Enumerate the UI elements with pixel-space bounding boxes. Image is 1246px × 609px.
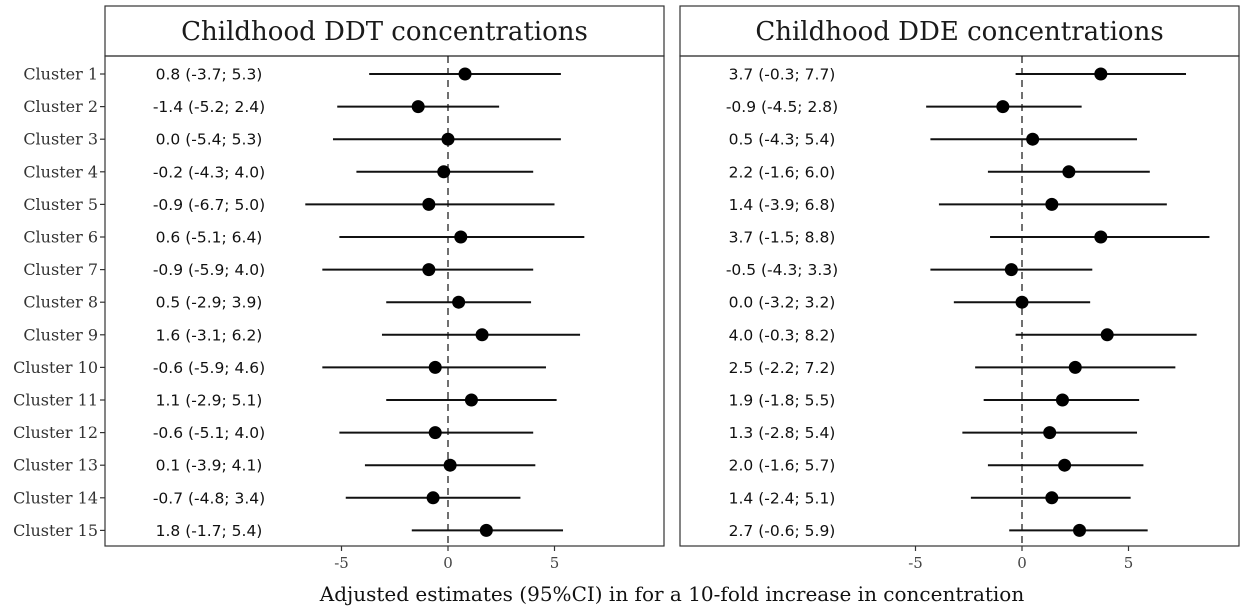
dde-estimate-label: 4.0 (-0.3; 8.2) (729, 326, 836, 344)
ddt-estimate-point (428, 426, 442, 440)
dde-estimate-point (1004, 263, 1018, 277)
dde-estimate-point (1094, 230, 1108, 244)
ddt-estimate-label: 0.1 (-3.9; 4.1) (156, 457, 263, 475)
dde-estimate-label: 2.7 (-0.6; 5.9) (729, 522, 836, 540)
ddt-x-tick-label: -5 (334, 554, 349, 572)
dde-estimate-point (1043, 426, 1057, 440)
cluster-label: Cluster 13 (13, 456, 98, 475)
cluster-label: Cluster 8 (23, 293, 98, 312)
cluster-label: Cluster 12 (13, 423, 98, 442)
cluster-label: Cluster 14 (13, 488, 98, 507)
cluster-label: Cluster 4 (23, 162, 98, 181)
dde-estimate-label: 1.3 (-2.8; 5.4) (729, 424, 836, 442)
dde-estimate-label: 1.9 (-1.8; 5.5) (729, 392, 836, 410)
dde-estimate-label: 2.0 (-1.6; 5.7) (729, 457, 836, 475)
ddt-estimate-label: 1.8 (-1.7; 5.4) (156, 522, 263, 540)
dde-estimate-point (1055, 393, 1069, 407)
ddt-estimate-label: -0.2 (-4.3; 4.0) (153, 163, 265, 181)
ddt-estimate-point (428, 360, 442, 374)
dde-estimate-point (1062, 165, 1076, 179)
cluster-label: Cluster 5 (23, 195, 98, 214)
cluster-label: Cluster 11 (13, 391, 98, 410)
ddt-estimate-point (411, 100, 425, 114)
ddt-estimate-label: -1.4 (-5.2; 2.4) (153, 98, 265, 116)
panel-dde-plot-area (679, 55, 1240, 547)
ddt-x-tick-label: 0 (443, 554, 453, 572)
ddt-estimate-point (441, 132, 455, 146)
panel-ddt-title: Childhood DDT concentrations (181, 17, 588, 47)
ddt-estimate-label: -0.9 (-6.7; 5.0) (153, 196, 265, 214)
panel-dde: Childhood DDE concentrations -5 0 5 3.7 (-0… (679, 5, 1240, 572)
cluster-label: Cluster 2 (23, 97, 98, 116)
panel-ddt: Childhood DDT concentrations -5 0 5 0.8 (-3… (104, 5, 665, 572)
cluster-label: Cluster 15 (13, 521, 98, 540)
dde-estimate-point (1073, 523, 1087, 537)
cluster-label: Cluster 7 (23, 260, 98, 279)
ddt-estimate-point (479, 523, 493, 537)
panel-dde-marks: -5 0 5 3.7 (-0.3; 7.7) -0.9 (-4.5; 2.8) 0.5 (… (726, 56, 1210, 572)
dde-estimate-label: 1.4 (-3.9; 6.8) (729, 196, 836, 214)
ddt-estimate-label: 0.8 (-3.7; 5.3) (156, 66, 263, 84)
cluster-label: Cluster 6 (23, 228, 98, 247)
panel-ddt-header (104, 5, 665, 57)
ddt-estimate-point (452, 295, 466, 309)
ddt-estimate-label: -0.7 (-4.8; 3.4) (153, 489, 265, 507)
panel-ddt-marks: -5 0 5 0.8 (-3.7; 5.3) -1.4 (-5.2; 2.4) 0.0 (… (153, 56, 585, 572)
ddt-estimate-point (437, 165, 451, 179)
ddt-estimate-label: 0.5 (-2.9; 3.9) (156, 294, 263, 312)
dde-x-tick-label: 0 (1017, 554, 1027, 572)
ddt-estimate-point (454, 230, 468, 244)
dde-estimate-point (1015, 295, 1029, 309)
ddt-estimate-point (422, 197, 436, 211)
cluster-label: Cluster 1 (23, 65, 98, 84)
dde-estimate-point (1045, 197, 1059, 211)
dde-estimate-point (1058, 458, 1072, 472)
ddt-estimate-label: -0.9 (-5.9; 4.0) (153, 261, 265, 279)
dde-estimate-label: 0.0 (-3.2; 3.2) (729, 294, 836, 312)
dde-estimate-label: 2.5 (-2.2; 7.2) (729, 359, 836, 377)
panel-dde-title: Childhood DDE concentrations (755, 17, 1163, 47)
ddt-estimate-label: 1.1 (-2.9; 5.1) (156, 392, 263, 410)
dde-estimate-label: -0.5 (-4.3; 3.3) (726, 261, 838, 279)
panel-dde-header (679, 5, 1240, 57)
ddt-estimate-label: 0.0 (-5.4; 5.3) (156, 131, 263, 149)
ddt-estimate-label: -0.6 (-5.1; 4.0) (153, 424, 265, 442)
dde-estimate-label: 2.2 (-1.6; 6.0) (729, 163, 836, 181)
dde-estimate-point (1045, 491, 1059, 505)
ddt-estimate-label: 1.6 (-3.1; 6.2) (156, 326, 263, 344)
ddt-estimate-point (464, 393, 478, 407)
dde-estimate-label: 0.5 (-4.3; 5.4) (729, 131, 836, 149)
ddt-estimate-point (475, 328, 489, 342)
dde-estimate-label: 3.7 (-1.5; 8.8) (729, 229, 836, 247)
ddt-estimate-point (458, 67, 472, 81)
ddt-estimate-point (426, 491, 440, 505)
cluster-label: Cluster 9 (23, 325, 98, 344)
ddt-estimate-point (422, 263, 436, 277)
dde-x-tick-label: 5 (1124, 554, 1134, 572)
x-axis-title: Adjusted estimates (95%CI) in for a 10-f… (319, 582, 1025, 606)
ddt-estimate-label: -0.6 (-5.9; 4.6) (153, 359, 265, 377)
cluster-label: Cluster 10 (13, 358, 98, 377)
ddt-estimate-point (443, 458, 457, 472)
dde-estimate-label: 1.4 (-2.4; 5.1) (729, 489, 836, 507)
dde-estimate-point (1026, 132, 1040, 146)
ddt-estimate-label: 0.6 (-5.1; 6.4) (156, 229, 263, 247)
ddt-x-tick-label: 5 (550, 554, 560, 572)
dde-x-tick-label: -5 (908, 554, 923, 572)
cluster-label: Cluster 3 (23, 130, 98, 149)
dde-estimate-point (1100, 328, 1114, 342)
cluster-label-column: Cluster 1 Cluster 2 Cluster 3 Cluster 4 Clus… (13, 65, 105, 540)
panel-ddt-plot-area (104, 55, 665, 547)
dde-estimate-label: 3.7 (-0.3; 7.7) (729, 66, 836, 84)
dde-estimate-point (1068, 360, 1082, 374)
dde-estimate-label: -0.9 (-4.5; 2.8) (726, 98, 838, 116)
dde-estimate-point (996, 100, 1010, 114)
dde-estimate-point (1094, 67, 1108, 81)
